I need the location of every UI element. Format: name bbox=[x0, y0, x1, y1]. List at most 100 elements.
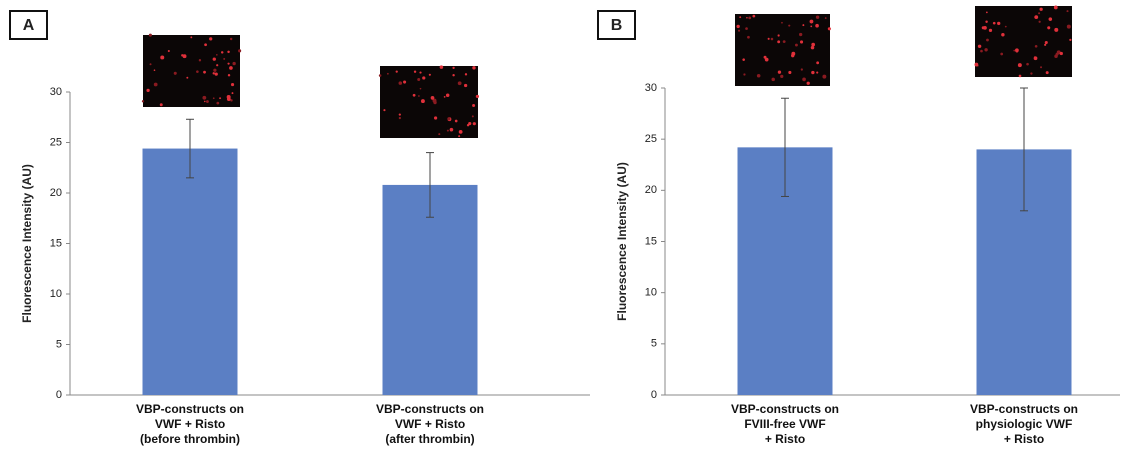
micrograph-spot bbox=[213, 72, 215, 74]
micrograph-spot bbox=[213, 57, 216, 60]
micrograph-background bbox=[143, 35, 240, 107]
micrograph-spot bbox=[160, 103, 163, 106]
micrograph-spot bbox=[802, 78, 806, 82]
micrograph-spot bbox=[203, 71, 206, 74]
micrograph-spot bbox=[1066, 10, 1068, 12]
micrograph-spot bbox=[413, 94, 416, 97]
x-tick-label: VBP-constructs on physiologic VWF + Rist… bbox=[924, 402, 1124, 447]
micrograph-spot bbox=[1005, 26, 1007, 28]
micrograph-spot bbox=[986, 39, 989, 42]
micrograph-spot bbox=[174, 72, 177, 75]
micrograph-spot bbox=[742, 58, 745, 61]
micrograph-spot bbox=[1018, 63, 1022, 67]
micrograph bbox=[735, 14, 831, 86]
micrograph bbox=[974, 6, 1072, 78]
x-tick-label: VBP-constructs on FVIII-free VWF + Risto bbox=[685, 402, 885, 447]
y-tick-label: 5 bbox=[651, 338, 657, 350]
micrograph-spot bbox=[399, 117, 401, 119]
micrograph-spot bbox=[1000, 53, 1003, 56]
micrograph-spot bbox=[455, 120, 458, 123]
micrograph-spot bbox=[781, 22, 783, 24]
micrograph-spot bbox=[997, 22, 1000, 25]
micrograph-spot bbox=[216, 64, 218, 66]
micrograph-spot bbox=[149, 34, 152, 37]
y-tick-label: 30 bbox=[645, 82, 657, 94]
micrograph-spot bbox=[417, 78, 420, 81]
y-tick-label: 25 bbox=[50, 136, 62, 148]
micrograph-spot bbox=[1039, 21, 1041, 23]
micrograph-spot bbox=[1045, 41, 1048, 44]
micrograph-spot bbox=[420, 88, 422, 90]
micrograph-spot bbox=[1001, 33, 1004, 36]
micrograph-spot bbox=[757, 74, 761, 78]
micrograph-spot bbox=[434, 116, 437, 119]
micrograph-spot bbox=[985, 20, 987, 22]
micrograph-spot bbox=[778, 71, 781, 74]
micrograph-spot bbox=[232, 62, 235, 65]
micrograph bbox=[142, 34, 241, 107]
micrograph-spot bbox=[791, 54, 794, 57]
micrograph-spot bbox=[168, 50, 170, 52]
micrograph-spot bbox=[993, 22, 996, 25]
micrograph-spot bbox=[181, 54, 183, 56]
micrograph-spot bbox=[799, 33, 802, 36]
micrograph-spot bbox=[202, 96, 206, 100]
y-tick-label: 5 bbox=[56, 338, 62, 350]
micrograph-spot bbox=[1049, 17, 1053, 21]
micrograph-spot bbox=[399, 114, 401, 116]
micrograph-spot bbox=[825, 17, 827, 19]
micrograph-spot bbox=[738, 30, 740, 32]
micrograph-spot bbox=[142, 100, 144, 102]
micrograph-spot bbox=[1034, 15, 1038, 19]
micrograph-spot bbox=[204, 101, 206, 103]
micrograph-spot bbox=[1044, 44, 1046, 46]
micrograph-spot bbox=[216, 102, 219, 105]
micrograph-spot bbox=[788, 25, 790, 27]
micrograph-spot bbox=[379, 74, 382, 77]
micrograph-spot bbox=[739, 16, 741, 18]
micrograph-spot bbox=[458, 81, 462, 85]
micrograph-spot bbox=[1054, 6, 1058, 10]
y-axis-label: Fluorescence Intensity (AU) bbox=[615, 162, 629, 321]
micrograph-spot bbox=[1047, 26, 1050, 29]
micrograph bbox=[379, 65, 479, 138]
x-tick-label-box: VBP-constructs on VWF + Risto (before th… bbox=[90, 402, 290, 457]
micrograph-spot bbox=[811, 43, 815, 47]
micrograph-spot bbox=[221, 51, 223, 53]
micrograph-spot bbox=[1013, 50, 1015, 52]
y-tick-label: 30 bbox=[50, 86, 62, 98]
micrograph-spot bbox=[768, 38, 770, 40]
y-tick-label: 20 bbox=[50, 187, 62, 199]
x-tick-label-box: VBP-constructs on FVIII-free VWF + Risto bbox=[685, 402, 885, 457]
micrograph-spot bbox=[446, 94, 450, 98]
micrograph-spot bbox=[802, 24, 804, 26]
micrograph-spot bbox=[745, 27, 748, 30]
y-tick-label: 25 bbox=[645, 133, 657, 145]
micrograph-spot bbox=[783, 40, 786, 43]
micrograph-spot bbox=[816, 72, 818, 74]
micrograph-spot bbox=[743, 73, 745, 75]
y-tick-label: 0 bbox=[651, 389, 657, 401]
x-tick-label: VBP-constructs on VWF + Risto (after thr… bbox=[330, 402, 530, 447]
micrograph-spot bbox=[736, 25, 739, 28]
micrograph-spot bbox=[1069, 39, 1071, 41]
micrograph-spot bbox=[213, 69, 216, 72]
micrograph-spot bbox=[1026, 63, 1029, 66]
micrograph-spot bbox=[213, 97, 215, 99]
micrograph-spot bbox=[1030, 72, 1032, 74]
x-tick-label-box: VBP-constructs on physiologic VWF + Rist… bbox=[924, 402, 1124, 457]
micrograph-spot bbox=[459, 130, 463, 134]
micrograph-spot bbox=[780, 75, 783, 78]
micrograph-spot bbox=[1039, 8, 1042, 11]
micrograph-spot bbox=[422, 76, 425, 79]
micrograph-spot bbox=[974, 63, 978, 67]
micrograph-spot bbox=[1054, 28, 1058, 32]
micrograph-spot bbox=[464, 84, 467, 87]
micrograph-spot bbox=[146, 89, 149, 92]
micrograph-spot bbox=[984, 48, 987, 51]
micrograph-spot bbox=[387, 73, 389, 75]
micrograph-spot bbox=[473, 122, 476, 125]
y-tick-label: 10 bbox=[50, 288, 62, 300]
micrograph-spot bbox=[800, 40, 803, 43]
micrograph-spot bbox=[822, 75, 826, 79]
